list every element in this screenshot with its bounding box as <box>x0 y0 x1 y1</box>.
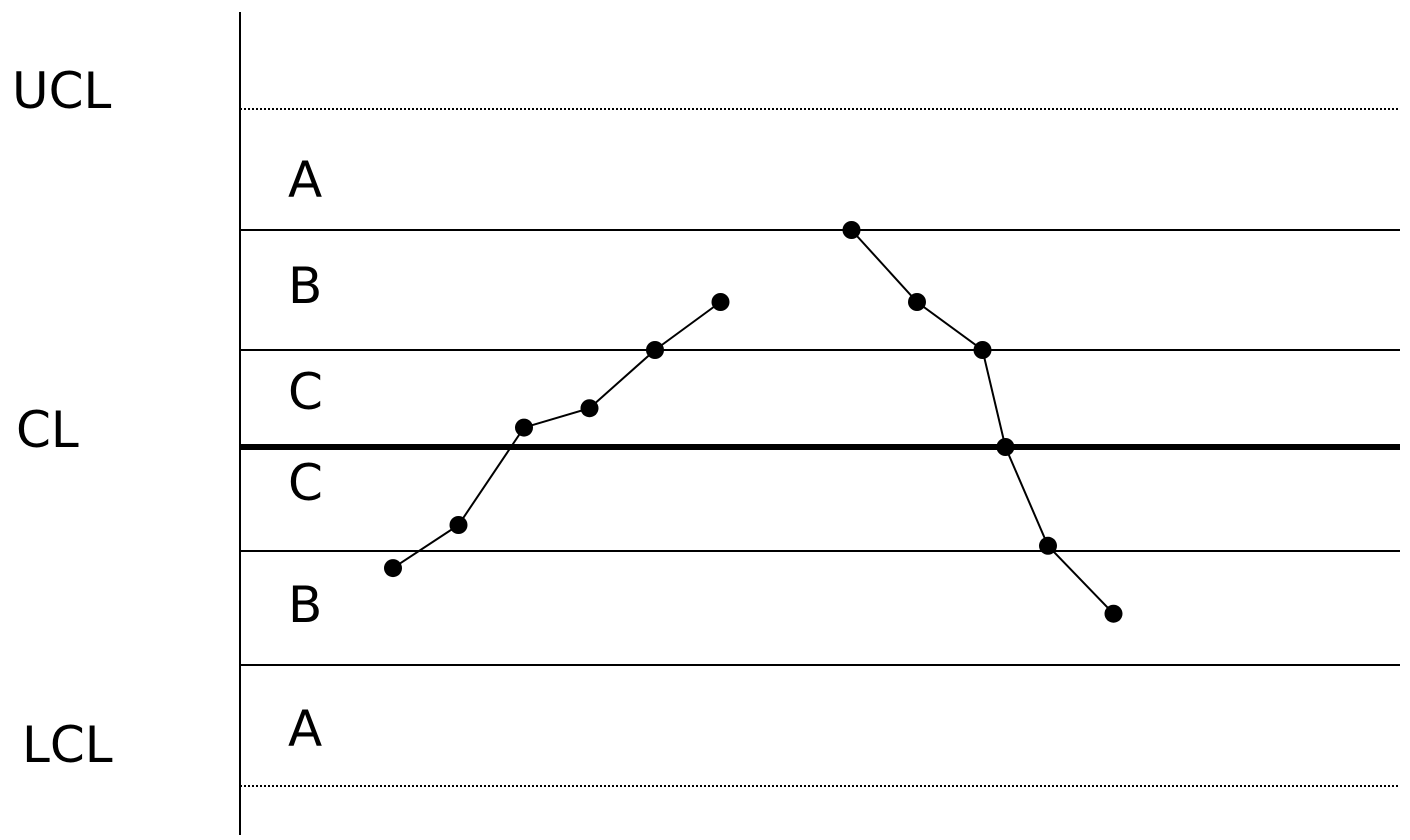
series-2-point-6 <box>1104 604 1123 623</box>
series-2-point-2 <box>908 293 926 311</box>
cl-label: CL <box>16 401 79 459</box>
lcl-label: LCL <box>22 716 113 774</box>
series-1-point-2 <box>449 516 468 534</box>
series-1-line <box>392 301 722 569</box>
ucl-label: UCL <box>12 62 112 120</box>
series-2-point-1 <box>842 221 861 239</box>
series-layer <box>384 221 1123 623</box>
series-2-point-3 <box>973 341 992 359</box>
zone-label-b-upper: B <box>288 257 322 315</box>
series-1-point-4 <box>580 399 599 418</box>
zone-label-a-upper: A <box>288 151 322 209</box>
series-1-point-1 <box>384 559 402 578</box>
zone-label-b-lower: B <box>288 576 322 634</box>
zone-label-c-lower: C <box>288 454 323 512</box>
zone-label-a-lower: A <box>288 700 322 758</box>
zone-lines <box>240 108 1400 787</box>
zone-label-c-upper: C <box>288 363 323 421</box>
series-1-point-6 <box>711 293 730 311</box>
series-2-line <box>850 229 1115 615</box>
series-2-point-4 <box>996 438 1015 456</box>
series-2-point-5 <box>1039 536 1057 555</box>
series-1-point-5 <box>646 341 664 359</box>
series-1-point-3 <box>515 418 533 437</box>
